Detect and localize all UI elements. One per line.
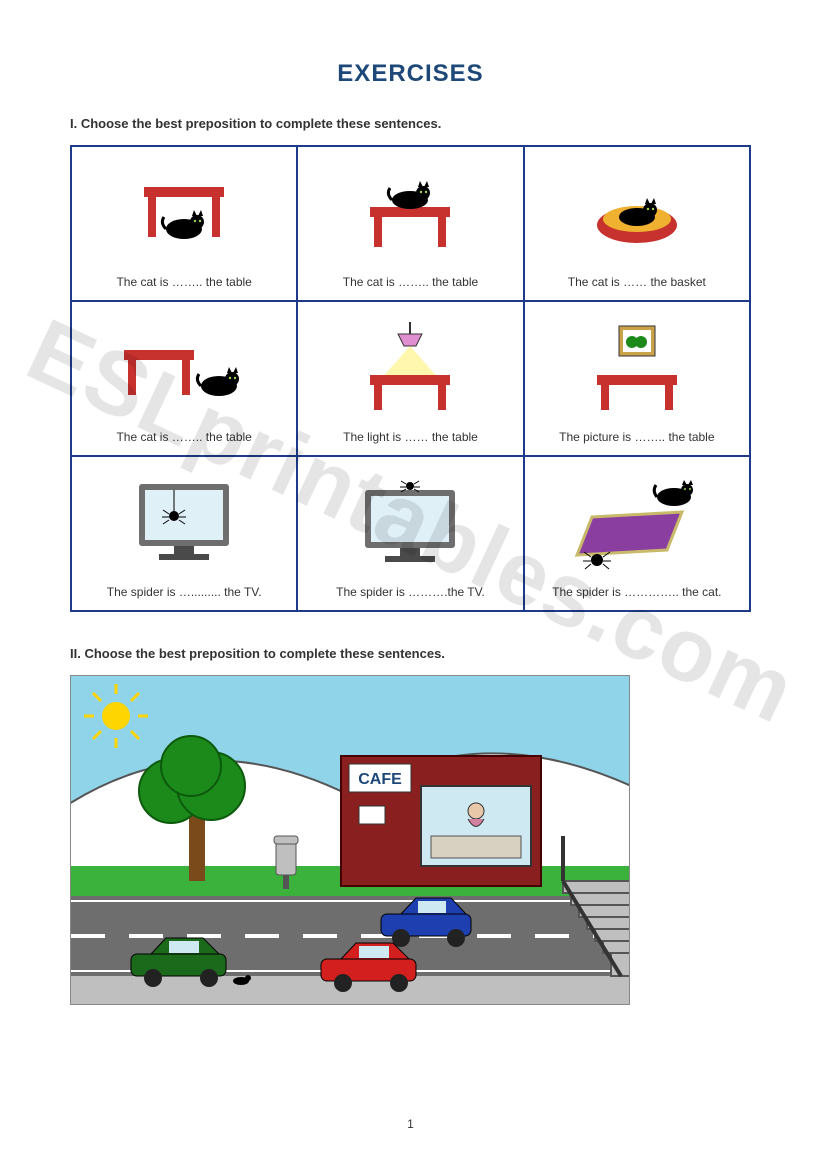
cell-caption: The light is …… the table xyxy=(343,429,478,445)
grid-cell: The picture is …….. the table xyxy=(524,301,750,456)
svg-text:CAFE: CAFE xyxy=(358,771,402,788)
cat-in-basket-icon xyxy=(531,155,743,270)
cell-caption: The spider is …......... the TV. xyxy=(107,584,262,600)
cat-on-table-icon xyxy=(304,155,516,270)
cell-caption: The spider is ……….the TV. xyxy=(336,584,485,600)
grid-cell: The cat is …….. the table xyxy=(297,146,523,301)
cell-caption: The cat is …… the basket xyxy=(568,274,706,290)
grid-cell: The light is …… the table xyxy=(297,301,523,456)
light-above-table-icon xyxy=(304,310,516,425)
exercise-grid: The cat is …….. the table The cat is …….… xyxy=(70,145,751,612)
grid-cell: The spider is …......... the TV. xyxy=(71,456,297,611)
cell-caption: The picture is …….. the table xyxy=(559,429,714,445)
cell-caption: The spider is ………….. the cat. xyxy=(552,584,721,600)
grid-cell: The cat is …… the basket xyxy=(524,146,750,301)
cell-caption: The cat is …….. the table xyxy=(343,274,478,290)
instruction-1: I. Choose the best preposition to comple… xyxy=(70,116,751,131)
spider-on-tv-icon xyxy=(304,465,516,580)
picture-above-table-icon xyxy=(531,310,743,425)
page-number: 1 xyxy=(0,1117,821,1131)
grid-cell: The spider is ……….the TV. xyxy=(297,456,523,611)
grid-cell: The spider is ………….. the cat. xyxy=(524,456,750,611)
cell-caption: The cat is …….. the table xyxy=(116,429,251,445)
street-scene: CAFE xyxy=(70,675,630,1005)
cat-next-to-table-icon xyxy=(78,310,290,425)
page-title: EXERCISES xyxy=(70,60,751,88)
instruction-2: II. Choose the best preposition to compl… xyxy=(70,646,751,661)
cell-caption: The cat is …….. the table xyxy=(116,274,251,290)
spider-near-cat-icon xyxy=(531,465,743,580)
cat-under-table-icon xyxy=(78,155,290,270)
grid-cell: The cat is …….. the table xyxy=(71,146,297,301)
grid-cell: The cat is …….. the table xyxy=(71,301,297,456)
spider-in-tv-icon xyxy=(78,465,290,580)
